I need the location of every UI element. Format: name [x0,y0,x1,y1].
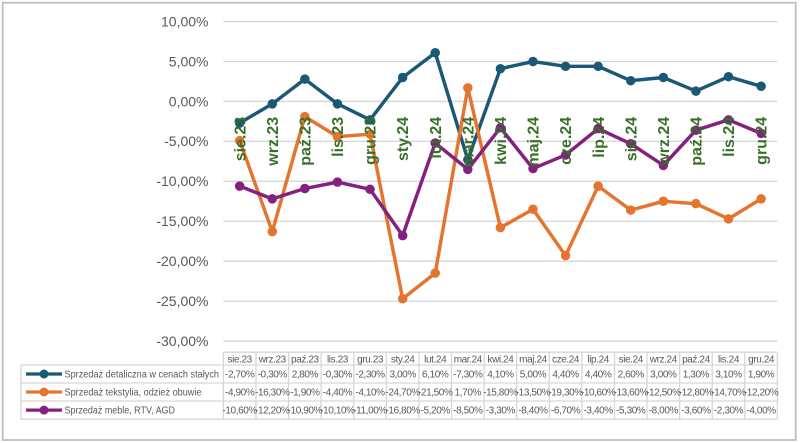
svg-text:sie.23: sie.23 [232,117,249,162]
svg-text:Sprzedaż detaliczna w cenach s: Sprzedaż detaliczna w cenach stałych [65,370,220,381]
svg-text:sie.24: sie.24 [619,354,644,365]
svg-text:-0,30%: -0,30% [258,370,288,381]
svg-text:-8,50%: -8,50% [453,406,483,417]
svg-text:-12,20%: -12,20% [255,406,290,417]
svg-text:-5,20%: -5,20% [421,406,451,417]
svg-text:gru.24: gru.24 [754,117,771,165]
svg-text:4,40%: 4,40% [585,370,612,381]
svg-text:-25,00%: -25,00% [156,293,208,309]
svg-text:-3,60%: -3,60% [681,406,711,417]
svg-text:-12,50%: -12,50% [646,388,681,399]
svg-text:wrz.23: wrz.23 [265,117,282,167]
svg-text:wrz.23: wrz.23 [258,354,287,365]
svg-text:3,00%: 3,00% [650,370,677,381]
svg-text:-0,30%: -0,30% [323,370,353,381]
svg-text:-16,80%: -16,80% [385,406,420,417]
svg-text:-3,40%: -3,40% [584,406,614,417]
svg-text:wrz.24: wrz.24 [656,117,673,167]
svg-text:sie.23: sie.23 [228,354,253,365]
svg-text:-12,20%: -12,20% [744,388,779,399]
svg-text:gru.23: gru.23 [357,354,384,365]
svg-text:kwi.24: kwi.24 [487,354,514,365]
svg-text:5,00%: 5,00% [169,53,209,69]
svg-text:-11,00%: -11,00% [353,406,387,417]
svg-text:4,40%: 4,40% [552,370,579,381]
svg-text:cze.24: cze.24 [552,354,580,365]
svg-text:4,10%: 4,10% [487,370,514,381]
svg-text:gru.24: gru.24 [748,354,775,365]
svg-text:lis.24: lis.24 [718,354,740,365]
svg-text:mar.24: mar.24 [460,117,477,168]
svg-text:-15,00%: -15,00% [156,213,208,229]
svg-text:-7,30%: -7,30% [453,370,483,381]
svg-text:-8,00%: -8,00% [649,406,679,417]
svg-text:lut.24: lut.24 [424,354,447,365]
svg-text:-4,10%: -4,10% [355,388,385,399]
svg-text:-20,00%: -20,00% [156,253,208,269]
svg-text:1,30%: 1,30% [683,370,710,381]
svg-text:-4,00%: -4,00% [746,406,776,417]
svg-text:6,10%: 6,10% [422,370,449,381]
svg-text:2,60%: 2,60% [618,370,645,381]
svg-text:3,10%: 3,10% [715,370,742,381]
svg-text:Sprzedaż meble, RTV, AGD: Sprzedaż meble, RTV, AGD [65,406,176,417]
svg-text:-15,80%: -15,80% [483,388,518,399]
svg-text:sty.24: sty.24 [391,354,415,365]
svg-text:-5,30%: -5,30% [616,406,646,417]
svg-text:-10,10%: -10,10% [320,406,355,417]
svg-text:paź.23: paź.23 [297,117,314,166]
svg-text:cze.24: cze.24 [558,117,575,165]
svg-text:1,90%: 1,90% [748,370,775,381]
svg-text:paź.24: paź.24 [682,354,710,365]
svg-text:lip.24: lip.24 [587,354,609,365]
svg-text:lis.23: lis.23 [330,117,347,157]
svg-text:-10,60%: -10,60% [222,406,257,417]
svg-text:-10,90%: -10,90% [288,406,323,417]
svg-text:-4,90%: -4,90% [225,388,255,399]
svg-text:-4,40%: -4,40% [323,388,353,399]
svg-text:-1,90%: -1,90% [290,388,320,399]
svg-text:-2,30%: -2,30% [714,406,744,417]
svg-text:-13,50%: -13,50% [516,388,551,399]
svg-text:wrz.24: wrz.24 [649,354,678,365]
svg-text:-12,80%: -12,80% [679,388,714,399]
svg-text:mar.24: mar.24 [454,354,483,365]
svg-text:sie.24: sie.24 [623,117,640,162]
svg-text:paź.24: paź.24 [689,117,706,166]
svg-text:5,00%: 5,00% [520,370,547,381]
svg-text:paź.23: paź.23 [291,354,319,365]
svg-text:lip.24: lip.24 [591,117,608,158]
svg-text:kwi.24: kwi.24 [493,117,510,165]
svg-text:-14,70%: -14,70% [711,388,746,399]
svg-text:gru.23: gru.23 [363,117,380,165]
svg-text:-10,60%: -10,60% [581,388,616,399]
svg-text:0,00%: 0,00% [169,93,209,109]
svg-text:-24,70%: -24,70% [385,388,420,399]
svg-text:-8,40%: -8,40% [518,406,548,417]
svg-text:Sprzedaż tekstylia, odzież obu: Sprzedaż tekstylia, odzież obuwie [65,388,202,399]
svg-text:maj.24: maj.24 [526,117,543,167]
svg-text:-3,30%: -3,30% [486,406,516,417]
svg-text:maj.24: maj.24 [519,354,547,365]
svg-text:sty.24: sty.24 [395,117,412,161]
svg-text:lut.24: lut.24 [428,117,445,159]
svg-text:-21,50%: -21,50% [418,388,453,399]
svg-text:2,80%: 2,80% [292,370,319,381]
svg-text:-2,70%: -2,70% [225,370,255,381]
svg-text:10,00%: 10,00% [161,13,208,29]
svg-text:-5,00%: -5,00% [164,133,208,149]
svg-text:-6,70%: -6,70% [551,406,581,417]
svg-text:-13,60%: -13,60% [614,388,649,399]
svg-text:1,70%: 1,70% [455,388,482,399]
svg-text:lis.23: lis.23 [327,354,349,365]
svg-text:-10,00%: -10,00% [156,173,208,189]
svg-text:-30,00%: -30,00% [156,333,208,349]
svg-text:-19,30%: -19,30% [548,388,583,399]
svg-text:-16,30%: -16,30% [255,388,290,399]
svg-text:-2,30%: -2,30% [355,370,385,381]
svg-text:3,00%: 3,00% [389,370,416,381]
svg-text:lis.24: lis.24 [721,117,738,157]
